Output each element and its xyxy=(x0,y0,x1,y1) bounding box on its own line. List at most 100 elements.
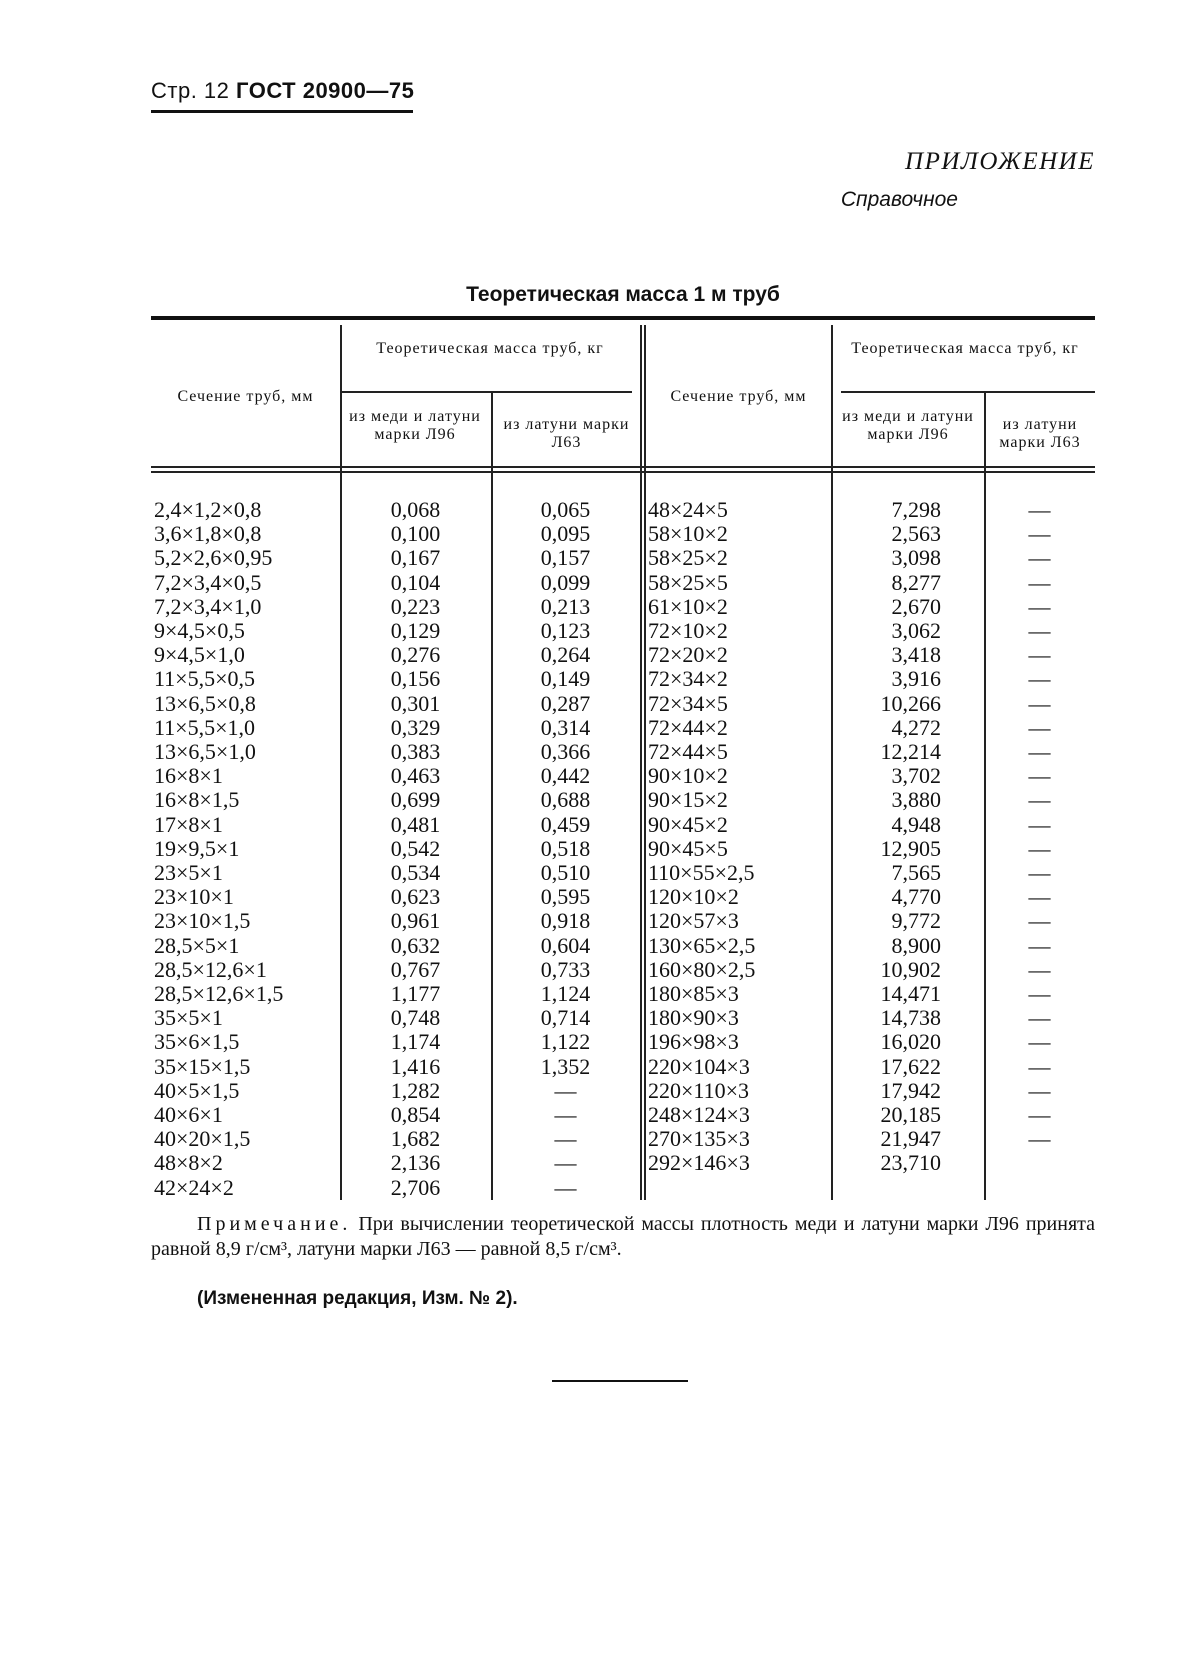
section-cell: 72×44×2 xyxy=(648,714,728,740)
brass-mass-cell: — xyxy=(1028,787,1051,813)
header-copper-left: из меди и латуни марки Л96 xyxy=(349,408,481,443)
header-subrule-right xyxy=(841,391,1095,393)
section-cell: 72×34×5 xyxy=(648,690,728,716)
copper-mass-cell: 0,068 xyxy=(390,497,441,522)
section-cell: 16×8×1,5 xyxy=(154,787,240,813)
brass-mass-cell: — xyxy=(1028,593,1051,619)
brass-mass-cell: 0,314 xyxy=(540,714,591,740)
section-cell: 23×10×1 xyxy=(154,884,234,910)
brass-mass-cell: — xyxy=(554,1174,577,1200)
brass-mass-cell: 0,604 xyxy=(540,932,591,958)
section-cell: 248×124×3 xyxy=(648,1102,750,1127)
copper-mass-cell: 3,880 xyxy=(891,787,942,813)
section-cell: 28,5×5×1 xyxy=(154,932,240,958)
copper-mass-cell: 0,961 xyxy=(390,908,441,934)
section-cell: 11×5,5×0,5 xyxy=(154,666,255,692)
brass-mass-cell: 0,065 xyxy=(540,497,591,522)
copper-mass-cell: 3,418 xyxy=(891,642,942,668)
copper-mass-cell: 0,104 xyxy=(390,569,441,595)
brass-mass-cell: — xyxy=(1028,618,1051,643)
copper-mass-cell: 0,167 xyxy=(390,545,441,571)
section-cell: 72×34×2 xyxy=(648,666,728,692)
col-divider xyxy=(644,325,646,1200)
section-cell: 180×90×3 xyxy=(648,1005,739,1031)
section-cell: 292×146×3 xyxy=(648,1150,750,1176)
copper-mass-cell: 0,767 xyxy=(390,956,441,982)
brass-mass-cell: — xyxy=(1028,1029,1051,1055)
copper-mass-cell: 2,670 xyxy=(891,593,942,619)
copper-mass-cell: 12,214 xyxy=(880,739,942,764)
brass-mass-cell: 0,213 xyxy=(540,593,591,619)
section-cell: 72×44×5 xyxy=(648,739,728,764)
brass-mass-cell: — xyxy=(1028,1005,1051,1031)
section-cell: 9×4,5×0,5 xyxy=(154,618,245,643)
copper-mass-cell: 4,272 xyxy=(891,714,942,740)
brass-mass-cell: — xyxy=(1028,956,1051,982)
brass-mass-cell: 0,123 xyxy=(540,618,591,643)
copper-mass-cell: 0,748 xyxy=(390,1005,441,1031)
brass-mass-cell: — xyxy=(1028,932,1051,958)
section-cell: 120×57×3 xyxy=(648,908,739,934)
brass-mass-cell: — xyxy=(554,1102,577,1127)
copper-mass-cell: 0,481 xyxy=(390,811,441,837)
table-title: Теоретическая масса 1 м труб xyxy=(466,283,780,306)
brass-mass-cell: — xyxy=(554,1126,577,1152)
copper-mass-cell: 7,298 xyxy=(891,497,942,522)
copper-mass-cell: 3,098 xyxy=(891,545,942,571)
copper-mass-cell: 23,710 xyxy=(880,1150,942,1176)
section-cell: 35×15×1,5 xyxy=(154,1053,251,1079)
copper-mass-cell: 0,383 xyxy=(390,739,441,764)
brass-mass-cell: 0,095 xyxy=(540,521,591,547)
header-bottom-rule-2 xyxy=(151,471,1095,473)
copper-mass-cell: 0,301 xyxy=(390,690,441,716)
section-cell: 180×85×3 xyxy=(648,981,739,1006)
note-label: Примечание. xyxy=(197,1213,352,1235)
header-section-left: Сечение труб, мм xyxy=(177,388,314,405)
brass-mass-cell: — xyxy=(1028,860,1051,885)
copper-mass-cell: 0,276 xyxy=(390,642,441,668)
brass-mass-cell: 0,157 xyxy=(540,545,591,571)
copper-mass-cell: 0,699 xyxy=(390,787,441,813)
brass-mass-cell: 1,352 xyxy=(540,1053,591,1079)
copper-mass-cell: 0,463 xyxy=(390,763,441,789)
brass-mass-cell: 0,149 xyxy=(540,666,591,692)
copper-mass-cell: 0,156 xyxy=(390,666,441,692)
copper-mass-cell: 0,623 xyxy=(390,884,441,910)
section-cell: 16×8×1 xyxy=(154,763,223,789)
copper-mass-cell: 0,542 xyxy=(390,835,441,861)
copper-mass-cell: 2,563 xyxy=(891,521,942,547)
brass-mass-cell: — xyxy=(554,1150,577,1176)
copper-mass-cell: 0,223 xyxy=(390,593,441,619)
brass-mass-cell: — xyxy=(1028,1053,1051,1079)
page-number: Стр. 12 xyxy=(151,78,230,103)
appendix-subtitle: Справочное xyxy=(840,188,958,211)
brass-mass-cell: — xyxy=(1028,642,1051,668)
brass-mass-cell: — xyxy=(1028,497,1051,522)
section-cell: 196×98×3 xyxy=(648,1029,739,1055)
brass-mass-cell: — xyxy=(1028,714,1051,740)
section-cell: 48×24×5 xyxy=(648,497,728,522)
copper-mass-cell: 12,905 xyxy=(880,835,942,861)
copper-mass-cell: 1,416 xyxy=(390,1053,441,1079)
section-cell: 40×5×1,5 xyxy=(154,1077,240,1103)
section-cell: 90×45×5 xyxy=(648,835,728,861)
section-cell: 220×110×3 xyxy=(648,1077,749,1103)
section-cell: 270×135×3 xyxy=(648,1126,750,1152)
section-cell: 35×6×1,5 xyxy=(154,1029,240,1055)
section-cell: 90×10×2 xyxy=(648,763,728,789)
brass-mass-cell: 0,518 xyxy=(540,835,591,861)
copper-mass-cell: 21,947 xyxy=(880,1126,942,1152)
section-cell: 23×10×1,5 xyxy=(154,908,251,934)
header-section-right: Сечение труб, мм xyxy=(670,388,807,405)
copper-mass-cell: 3,702 xyxy=(891,763,942,789)
section-cell: 42×24×2 xyxy=(154,1174,234,1200)
header-underline xyxy=(151,110,413,113)
brass-mass-cell: — xyxy=(1028,811,1051,837)
section-cell: 120×10×2 xyxy=(648,884,739,910)
table-top-rule xyxy=(151,316,1095,320)
section-cell: 90×15×2 xyxy=(648,787,728,813)
copper-mass-cell: 7,565 xyxy=(891,860,942,885)
section-cell: 28,5×12,6×1,5 xyxy=(154,981,284,1006)
section-cell: 2,4×1,2×0,8 xyxy=(154,497,262,522)
page-header: Стр. 12 ГОСТ 20900—75 xyxy=(151,78,414,104)
